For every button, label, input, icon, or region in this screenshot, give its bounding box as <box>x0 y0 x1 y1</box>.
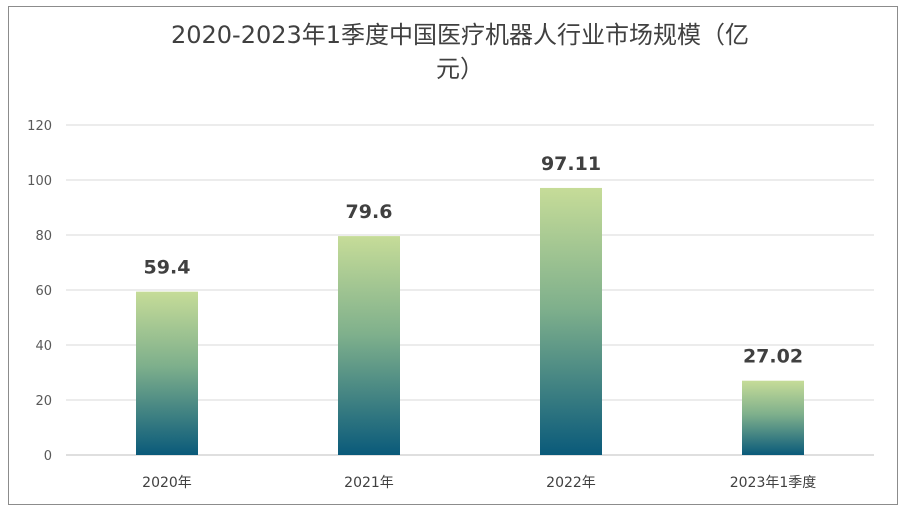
y-tick-label: 120 <box>27 119 52 134</box>
bar <box>136 291 198 455</box>
x-tick-label: 2020年 <box>142 475 192 491</box>
y-tick-label: 80 <box>35 229 52 244</box>
y-tick-label: 100 <box>27 174 52 189</box>
data-label: 27.02 <box>743 346 803 368</box>
bar <box>742 380 804 455</box>
bar <box>338 236 400 455</box>
x-tick-label: 2021年 <box>344 475 394 491</box>
bar-layer <box>136 187 804 455</box>
y-tick-label: 20 <box>35 394 52 409</box>
data-label: 79.6 <box>346 201 393 223</box>
x-tick-label: 2022年 <box>546 475 596 491</box>
grid-layer: 0 20 40 60 80 100 120 <box>27 119 874 464</box>
x-tick-label: 2023年1季度 <box>730 475 817 491</box>
data-label: 59.4 <box>144 257 191 279</box>
bar <box>540 187 602 455</box>
chart-title-line-2: 元） <box>436 55 484 83</box>
chart-title-line-1: 2020-2023年1季度中国医疗机器人行业市场规模（亿 <box>170 21 750 49</box>
label-layer: 59.4 2020年 79.6 2021年 97.11 2022年 27.02 2023年1季… <box>142 153 816 491</box>
data-label: 97.11 <box>541 153 601 175</box>
chart-title: 2020-2023年1季度中国医疗机器人行业市场规模（亿 元） <box>40 18 880 86</box>
y-tick-label: 40 <box>35 339 52 354</box>
y-tick-label: 60 <box>35 284 52 299</box>
y-tick-label: 0 <box>44 449 52 464</box>
